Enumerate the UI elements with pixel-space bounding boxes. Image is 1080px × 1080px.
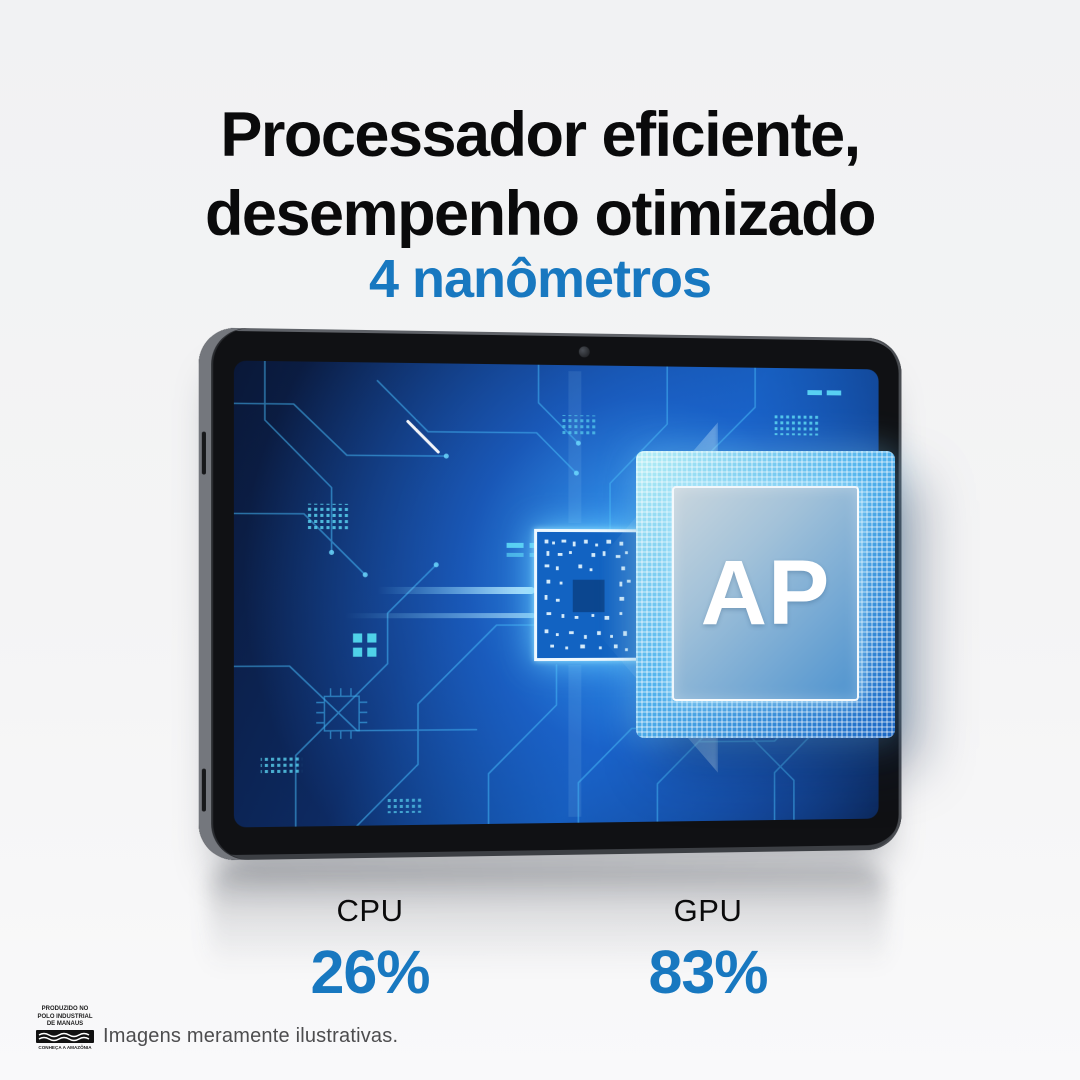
side-button-slot (201, 431, 206, 475)
disclaimer-text: Imagens meramente ilustrativas. (103, 1025, 399, 1047)
stat-cpu: CPU 26% (270, 893, 470, 1007)
seal-line2: POLO INDUSTRIAL (37, 1013, 93, 1020)
seal-line3: DE MANAUS (46, 1021, 84, 1027)
ap-chip-graphic: AP (636, 451, 895, 738)
headline: Processador eficiente, desempenho otimiz… (0, 96, 1080, 254)
stat-gpu: GPU 83% (608, 893, 808, 1007)
tablet-screen (233, 360, 879, 828)
tablet-device (198, 327, 902, 861)
subheadline: 4 nanômetros (368, 249, 712, 309)
headline-line1: Processador eficiente, (220, 100, 861, 170)
seal-line1: PRODUZIDO NO (41, 1006, 89, 1012)
ap-chip-inner-square: AP (672, 486, 859, 701)
processor-die-graphic (534, 528, 642, 662)
gpu-value: 83% (648, 938, 768, 1006)
headline-line2: desempenho otimizado (204, 179, 877, 249)
cpu-label: CPU (336, 893, 404, 928)
seal-line4: CONHEÇA A AMAZÔNIA (38, 1044, 92, 1050)
side-button-slot (201, 768, 206, 812)
circuit-board-graphic (234, 361, 879, 828)
gpu-label: GPU (673, 893, 743, 928)
cpu-value: 26% (310, 938, 430, 1006)
river-waves-icon (36, 1030, 94, 1043)
front-camera-dot (578, 346, 590, 358)
manaus-seal: PRODUZIDO NO POLO INDUSTRIAL DE MANAUS C… (36, 1006, 94, 1051)
ap-chip-label: AP (700, 542, 831, 644)
